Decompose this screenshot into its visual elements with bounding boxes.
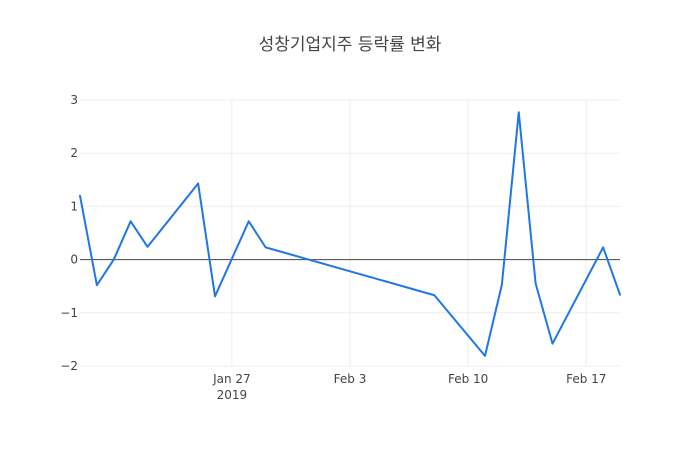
chart-title: 성창기업지주 등락률 변화 bbox=[259, 35, 442, 55]
x-tick-label: Feb 17 bbox=[566, 372, 606, 386]
axis-layer: Jan 27 2019 Feb 3 Feb 10 Feb 17 3 2 1 0 −1 −2 bbox=[60, 93, 606, 402]
y-tick-label: −2 bbox=[60, 359, 78, 373]
y-tick-label: 3 bbox=[70, 93, 78, 107]
x-tick-label: Feb 10 bbox=[448, 372, 488, 386]
x-tick-sublabel: 2019 bbox=[217, 388, 248, 402]
y-tick-label: 0 bbox=[70, 253, 78, 267]
y-tick-label: 2 bbox=[70, 146, 78, 160]
x-tick-label: Jan 27 bbox=[212, 372, 251, 386]
series-layer bbox=[79, 111, 621, 357]
series-line bbox=[79, 111, 621, 357]
grid-layer bbox=[80, 99, 620, 367]
x-tick-label: Feb 3 bbox=[334, 372, 367, 386]
y-tick-label: 1 bbox=[70, 199, 78, 213]
y-tick-label: −1 bbox=[60, 306, 78, 320]
